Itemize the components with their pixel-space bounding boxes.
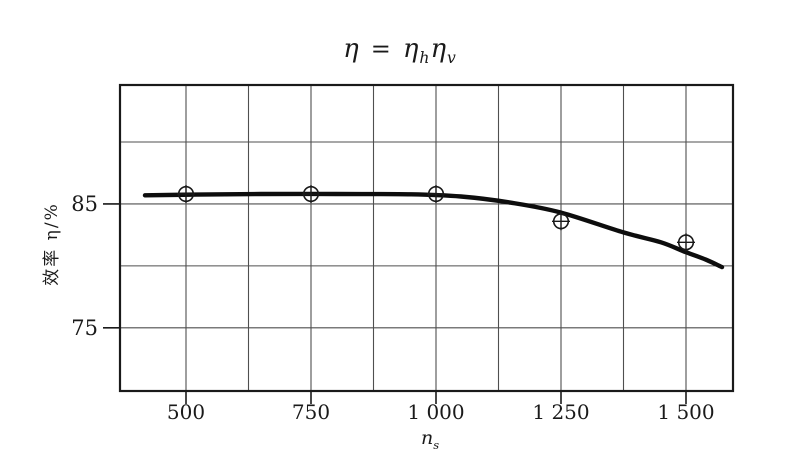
title-sub-v: v bbox=[447, 49, 457, 68]
xlabel-n: n bbox=[420, 427, 434, 449]
title-eta-h: η bbox=[402, 34, 420, 64]
x-axis-label: ns bbox=[398, 427, 462, 452]
data-point-marker bbox=[177, 185, 195, 203]
data-point-marker bbox=[427, 185, 445, 203]
title-sub-h: h bbox=[419, 49, 431, 68]
title-eta-v: η bbox=[430, 34, 448, 64]
data-point-marker bbox=[302, 185, 320, 203]
data-point-marker bbox=[552, 213, 570, 230]
x-tick-label: 1 500 bbox=[657, 400, 714, 424]
x-tick-label: 750 bbox=[292, 400, 330, 424]
x-tick-label: 500 bbox=[167, 400, 205, 424]
title-equals: = bbox=[370, 35, 392, 63]
data-point-marker bbox=[677, 234, 695, 251]
y-tick-label: 75 bbox=[71, 316, 98, 340]
efficiency-curve bbox=[142, 191, 725, 270]
title-eta: η bbox=[343, 34, 360, 64]
x-tick-label: 1 250 bbox=[532, 400, 589, 424]
xlabel-sub-s: s bbox=[433, 437, 440, 452]
chart-title: η = ηhηv bbox=[280, 34, 520, 67]
y-tick-label: 85 bbox=[71, 192, 98, 216]
x-tick-label: 1 000 bbox=[407, 400, 464, 424]
plot-border bbox=[118, 83, 735, 393]
